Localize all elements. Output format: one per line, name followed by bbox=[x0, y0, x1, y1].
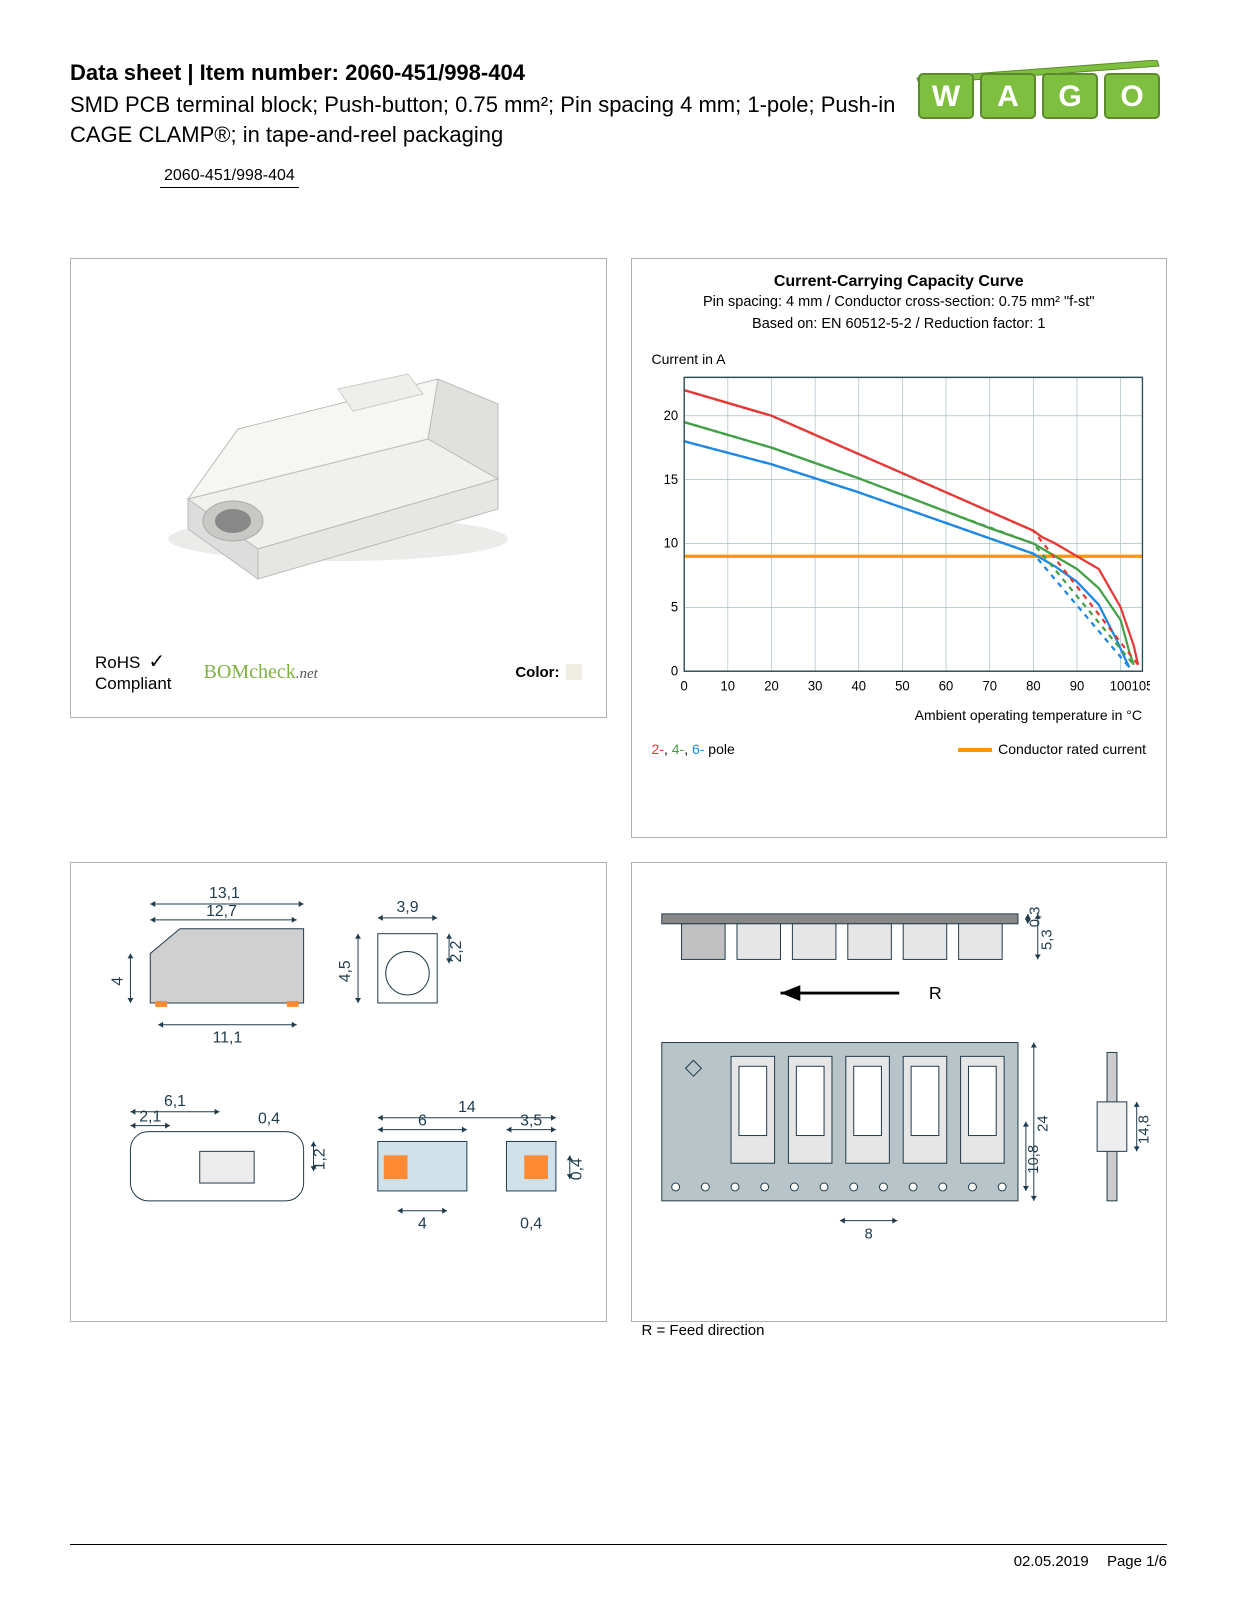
svg-text:3,9: 3,9 bbox=[397, 899, 419, 916]
svg-text:10: 10 bbox=[720, 678, 735, 693]
svg-text:0: 0 bbox=[680, 678, 687, 693]
svg-text:0,4: 0,4 bbox=[569, 1158, 586, 1180]
svg-text:0,4: 0,4 bbox=[520, 1216, 542, 1233]
svg-text:0: 0 bbox=[670, 663, 677, 678]
svg-text:80: 80 bbox=[1026, 678, 1041, 693]
svg-text:90: 90 bbox=[1069, 678, 1084, 693]
svg-text:105: 105 bbox=[1131, 678, 1150, 693]
wago-logo: WAGO bbox=[907, 60, 1167, 122]
svg-text:12,7: 12,7 bbox=[206, 903, 237, 920]
feed-direction-caption: R = Feed direction bbox=[642, 1322, 1157, 1339]
svg-text:R: R bbox=[928, 983, 941, 1003]
svg-text:5,3: 5,3 bbox=[1039, 930, 1055, 951]
svg-text:13,1: 13,1 bbox=[209, 885, 240, 902]
svg-text:3,5: 3,5 bbox=[520, 1113, 542, 1130]
svg-text:30: 30 bbox=[807, 678, 822, 693]
chart-ylabel: Current in A bbox=[652, 351, 1151, 367]
datasheet-title: Data sheet | Item number: 2060-451/998-4… bbox=[70, 60, 907, 86]
svg-text:1,2: 1,2 bbox=[311, 1149, 328, 1171]
svg-text:4: 4 bbox=[110, 977, 127, 986]
svg-text:10: 10 bbox=[663, 535, 678, 550]
chart-legend-rated: Conductor rated current bbox=[958, 741, 1146, 757]
svg-text:A: A bbox=[997, 80, 1019, 113]
svg-text:50: 50 bbox=[895, 678, 910, 693]
current-capacity-chart-panel: Current-Carrying Capacity Curve Pin spac… bbox=[631, 258, 1168, 838]
svg-text:6,1: 6,1 bbox=[164, 1093, 186, 1110]
svg-text:40: 40 bbox=[851, 678, 866, 693]
chart-plot: 0 10 20 30 40 50 60 70 80 90 100105 0 5 10 15 20 bbox=[648, 371, 1151, 701]
svg-text:14,8: 14,8 bbox=[1136, 1116, 1152, 1145]
product-render bbox=[128, 289, 548, 589]
color-label: Color: bbox=[515, 664, 581, 681]
svg-text:2,2: 2,2 bbox=[448, 941, 465, 963]
tape-reel-panel: 5,3 0,3 R 24 10,8 8 14,8 R = Feed direct… bbox=[631, 862, 1168, 1322]
svg-text:14: 14 bbox=[458, 1099, 476, 1116]
svg-text:O: O bbox=[1120, 80, 1143, 113]
rohs-label: RoHS bbox=[95, 653, 140, 673]
page-footer: 02.05.2019 Page 1/6 bbox=[70, 1544, 1167, 1570]
svg-text:15: 15 bbox=[663, 471, 678, 486]
svg-text:20: 20 bbox=[764, 678, 779, 693]
product-image-panel: RoHS ✓ Compliant BOMcheck.net Color: bbox=[70, 258, 607, 718]
svg-text:2,1: 2,1 bbox=[139, 1109, 161, 1126]
bomcheck-logo: BOMcheck.net bbox=[204, 661, 318, 684]
color-swatch bbox=[566, 664, 582, 680]
chart-legend-poles: 2-, 4-, 6- pole bbox=[652, 741, 735, 757]
svg-text:100: 100 bbox=[1109, 678, 1131, 693]
item-number-chip: 2060-451/998-404 bbox=[160, 165, 299, 188]
chart-xlabel: Ambient operating temperature in °C bbox=[648, 707, 1151, 723]
svg-text:24: 24 bbox=[1035, 1116, 1051, 1133]
check-icon: ✓ bbox=[148, 651, 165, 674]
dimension-drawing-panel: 13,1 12,7 4 11,1 3,9 4,5 2,2 6,1 2,10,4 … bbox=[70, 862, 607, 1322]
svg-text:6: 6 bbox=[418, 1113, 427, 1130]
svg-text:60: 60 bbox=[938, 678, 953, 693]
footer-page: Page 1/6 bbox=[1107, 1553, 1167, 1570]
svg-text:4: 4 bbox=[418, 1216, 427, 1233]
svg-text:70: 70 bbox=[982, 678, 997, 693]
svg-text:20: 20 bbox=[663, 407, 678, 422]
dimension-drawing: 13,1 12,7 4 11,1 3,9 4,5 2,2 6,1 2,10,4 … bbox=[81, 873, 596, 1311]
svg-text:0,3: 0,3 bbox=[1027, 907, 1043, 928]
footer-date: 02.05.2019 bbox=[1014, 1553, 1089, 1570]
chart-subtitle1: Pin spacing: 4 mm / Conductor cross-sect… bbox=[648, 293, 1151, 313]
chart-title: Current-Carrying Capacity Curve bbox=[648, 273, 1151, 291]
svg-text:W: W bbox=[932, 80, 961, 113]
chart-subtitle2: Based on: EN 60512-5-2 / Reduction facto… bbox=[648, 315, 1151, 335]
svg-text:5: 5 bbox=[670, 599, 677, 614]
svg-text:4,5: 4,5 bbox=[337, 960, 354, 982]
tape-reel-drawing: 5,3 0,3 R 24 10,8 8 14,8 bbox=[642, 873, 1157, 1311]
rohs-compliant-label: Compliant bbox=[95, 674, 172, 694]
svg-text:10,8: 10,8 bbox=[1025, 1145, 1041, 1174]
rohs-badge: RoHS ✓ Compliant bbox=[95, 651, 172, 694]
svg-text:8: 8 bbox=[864, 1227, 872, 1243]
svg-text:G: G bbox=[1058, 80, 1081, 113]
datasheet-subtitle: SMD PCB terminal block; Push-button; 0.7… bbox=[70, 90, 907, 149]
svg-text:0,4: 0,4 bbox=[258, 1111, 280, 1128]
svg-text:11,1: 11,1 bbox=[213, 1030, 243, 1047]
